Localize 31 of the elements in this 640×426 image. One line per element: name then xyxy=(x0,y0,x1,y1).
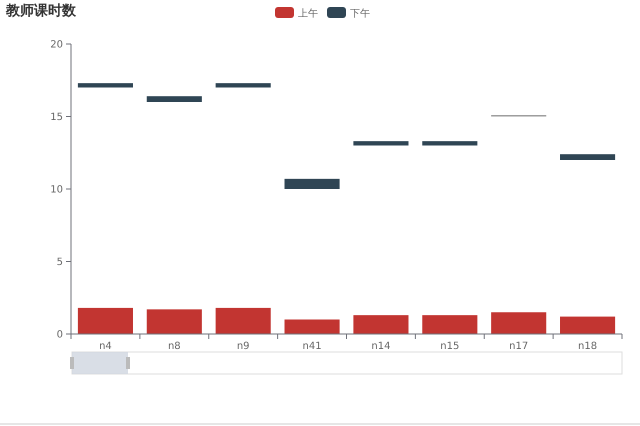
y-tick-label: 10 xyxy=(50,184,63,196)
bar xyxy=(284,320,340,334)
y-tick-label: 20 xyxy=(50,40,63,50)
y-tick-label: 0 xyxy=(56,330,63,340)
legend-label: 下午 xyxy=(350,8,370,20)
bar xyxy=(422,315,478,334)
bar xyxy=(216,83,271,88)
bar xyxy=(353,315,408,334)
bar xyxy=(78,83,133,88)
chart-title: 教师课时数 xyxy=(5,3,77,19)
x-tick-label: n15 xyxy=(440,341,460,352)
bar xyxy=(78,308,133,334)
legend-label: 上午 xyxy=(298,8,318,20)
bar xyxy=(216,308,271,334)
bar xyxy=(560,154,616,160)
bar xyxy=(353,141,408,146)
bar xyxy=(284,178,340,189)
y-tick-label: 5 xyxy=(56,257,63,268)
x-tick-label: n8 xyxy=(168,341,181,352)
bar xyxy=(560,316,616,334)
bar xyxy=(146,309,202,334)
x-tick-label: n18 xyxy=(578,341,598,352)
x-tick-label: n41 xyxy=(302,341,322,352)
x-tick-label: n14 xyxy=(371,341,390,352)
y-tick-label: 15 xyxy=(50,112,63,123)
x-tick-label: n4 xyxy=(99,341,112,352)
bar xyxy=(491,312,546,334)
bar xyxy=(422,141,478,146)
x-tick-label: n9 xyxy=(236,341,250,352)
x-tick-label: n17 xyxy=(509,341,528,352)
bar xyxy=(146,96,202,102)
